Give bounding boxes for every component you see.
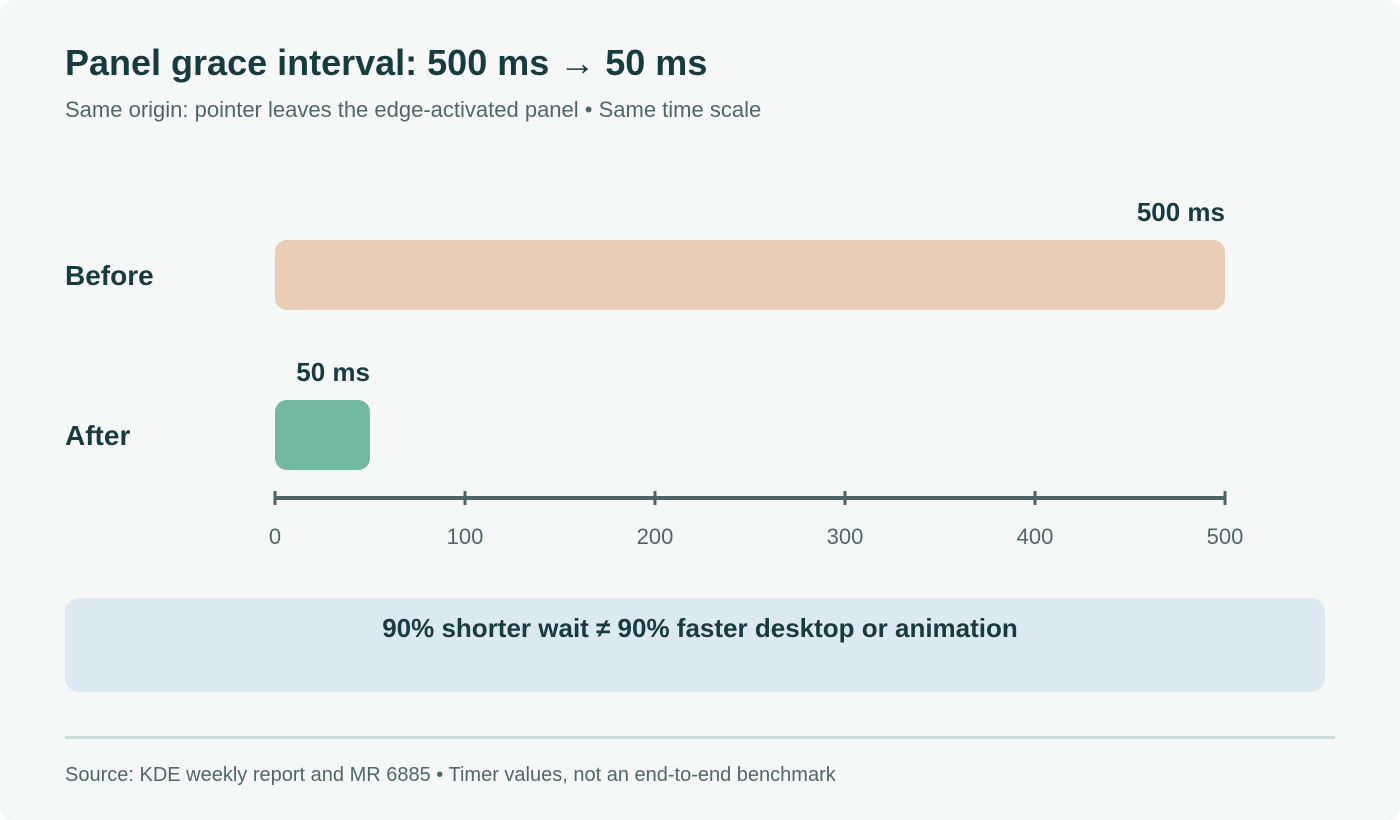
source-note: Source: KDE weekly report and MR 6885 • … — [65, 764, 836, 786]
callout-text: 90% shorter wait ≠ 90% faster desktop or… — [382, 613, 1018, 643]
x-tick-label-200: 200 — [637, 524, 674, 549]
data-label-before: 500 ms — [1137, 197, 1225, 227]
category-label-before: Before — [65, 260, 154, 291]
x-tick-label-0: 0 — [269, 524, 281, 549]
category-label-after: After — [65, 420, 130, 451]
x-tick-label-300: 300 — [827, 524, 864, 549]
bar-chart: Before 500 ms After 50 ms 0 100 200 300 400 500 — [65, 197, 1244, 549]
callout-box — [65, 598, 1325, 692]
bar-before — [275, 240, 1225, 310]
bar-after — [275, 400, 370, 470]
chart-title: Panel grace interval: 500 ms → 50 ms — [65, 42, 708, 83]
x-tick-label-100: 100 — [447, 524, 484, 549]
footer-divider — [65, 736, 1335, 739]
x-tick-label-500: 500 — [1207, 524, 1244, 549]
x-tick-label-400: 400 — [1017, 524, 1054, 549]
chart-subtitle: Same origin: pointer leaves the edge-act… — [65, 97, 762, 122]
data-label-after: 50 ms — [296, 357, 370, 387]
